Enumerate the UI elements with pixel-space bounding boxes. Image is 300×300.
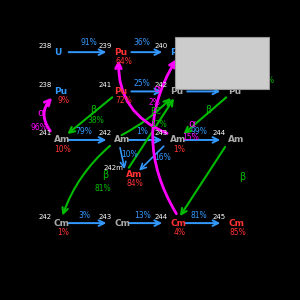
- Text: β: β: [205, 105, 212, 115]
- Text: 36%: 36%: [134, 38, 151, 47]
- Text: 238: 238: [38, 82, 52, 88]
- Text: 3%: 3%: [78, 211, 90, 220]
- Text: 242: 242: [38, 214, 52, 220]
- Text: 240: 240: [154, 43, 168, 49]
- Text: EC: EC: [151, 106, 162, 116]
- Text: 17%: 17%: [150, 120, 167, 129]
- Text: 85%: 85%: [229, 228, 246, 237]
- Text: 79%: 79%: [76, 128, 92, 136]
- Text: 241: 241: [99, 82, 112, 88]
- Text: β%: β%: [262, 76, 274, 85]
- Text: 10%: 10%: [55, 145, 71, 154]
- Text: 245: 245: [213, 214, 226, 220]
- Text: 239: 239: [98, 43, 112, 49]
- Text: 9%: 9%: [57, 96, 69, 105]
- Text: Pu: Pu: [114, 87, 128, 96]
- Text: Pu: Pu: [170, 48, 183, 57]
- Text: α: α: [154, 84, 161, 94]
- Text: Cm: Cm: [54, 219, 70, 228]
- Text: Am: Am: [126, 170, 142, 179]
- Text: Pu: Pu: [54, 87, 67, 96]
- Text: capture%: capture%: [225, 52, 261, 61]
- Text: 1%: 1%: [136, 128, 148, 136]
- Text: 15%: 15%: [183, 133, 199, 142]
- Text: Pu: Pu: [228, 87, 241, 96]
- Text: shortlived: shortlived: [183, 76, 218, 82]
- Text: 96%: 96%: [30, 123, 47, 132]
- Text: 84%: 84%: [127, 179, 143, 188]
- Text: fertile: fertile: [183, 52, 209, 61]
- Text: less fertile: less fertile: [183, 64, 223, 73]
- Text: Am: Am: [54, 135, 70, 144]
- Text: 242m: 242m: [104, 165, 124, 171]
- Text: 38%: 38%: [87, 116, 104, 125]
- Text: 243: 243: [154, 130, 168, 136]
- Text: Cm: Cm: [228, 219, 244, 228]
- Text: 238: 238: [38, 43, 52, 49]
- Text: Cm: Cm: [170, 219, 186, 228]
- Text: 64%: 64%: [115, 57, 132, 66]
- Text: β: β: [102, 169, 108, 180]
- Text: 72%: 72%: [115, 96, 132, 105]
- Text: 241: 241: [38, 130, 52, 136]
- Text: 25%: 25%: [134, 79, 151, 88]
- Text: 91%: 91%: [80, 38, 97, 47]
- Text: Am: Am: [228, 135, 244, 144]
- Text: fission%: fission%: [225, 40, 256, 50]
- Text: Am: Am: [114, 135, 130, 144]
- Text: 242: 242: [99, 130, 112, 136]
- Text: Cm: Cm: [114, 219, 130, 228]
- Text: 10%: 10%: [121, 151, 138, 160]
- Text: β: β: [90, 105, 96, 115]
- Text: 2%: 2%: [149, 98, 161, 107]
- Text: Pu: Pu: [170, 87, 183, 96]
- Text: α%: α%: [238, 76, 251, 85]
- Text: α: α: [188, 119, 196, 129]
- FancyBboxPatch shape: [175, 37, 269, 89]
- Text: β: β: [239, 172, 245, 182]
- Text: 99%: 99%: [191, 128, 208, 136]
- Text: 243: 243: [213, 82, 226, 88]
- Text: 81%: 81%: [191, 211, 207, 220]
- Text: 16%: 16%: [155, 153, 171, 162]
- Text: Pu: Pu: [114, 48, 128, 57]
- Text: 4%: 4%: [173, 228, 185, 237]
- Text: 244: 244: [154, 214, 168, 220]
- Text: 244: 244: [213, 130, 226, 136]
- Text: Am: Am: [170, 135, 186, 144]
- Text: 243: 243: [99, 214, 112, 220]
- Text: fissile: fissile: [183, 40, 208, 50]
- Text: U: U: [54, 48, 61, 57]
- Text: 242: 242: [154, 82, 168, 88]
- Text: 1%: 1%: [57, 228, 69, 237]
- Text: 81%: 81%: [94, 184, 111, 193]
- Text: α: α: [37, 108, 45, 118]
- Text: 1%: 1%: [173, 145, 185, 154]
- Text: 13%: 13%: [134, 211, 151, 220]
